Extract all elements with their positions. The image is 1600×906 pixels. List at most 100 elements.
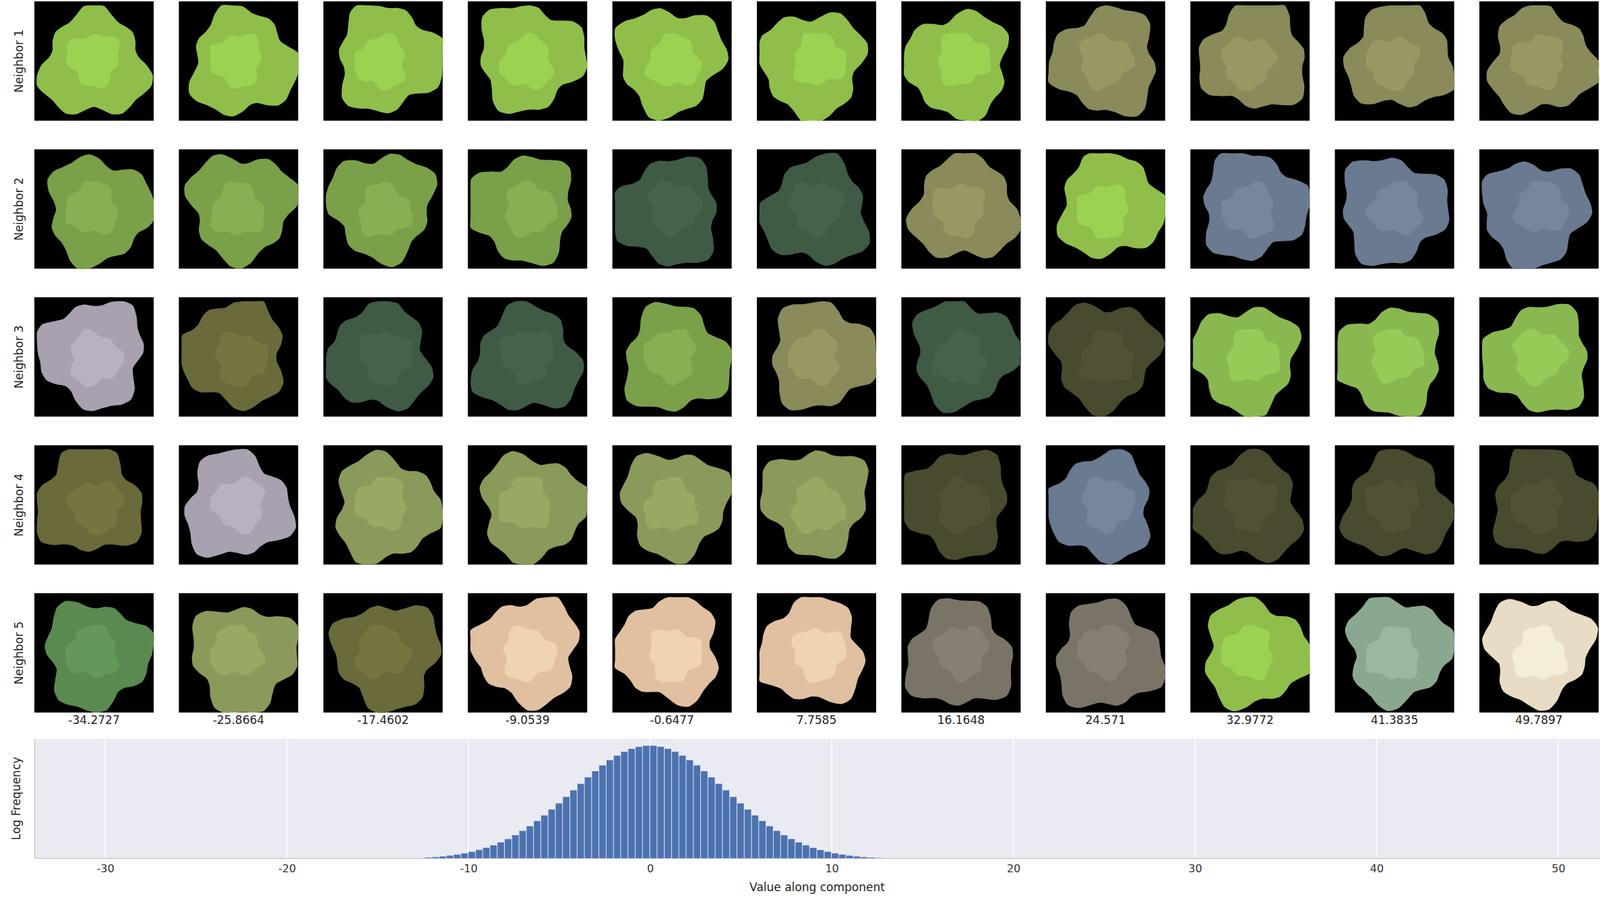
thumbnail-background [1479, 297, 1599, 417]
bar [751, 815, 759, 858]
thumbnail-patch [1482, 598, 1598, 711]
bar [606, 760, 614, 858]
x-tick: 40 [1370, 857, 1384, 875]
thumbnail-background [901, 593, 1021, 713]
thumbnail-background [178, 1, 298, 121]
y-axis [34, 739, 36, 859]
thumbnail-background [323, 149, 443, 269]
thumbnail [323, 1, 444, 121]
column-label: 49.7897 [1515, 713, 1563, 727]
thumbnail-detail [358, 331, 413, 385]
thumbnail [1335, 445, 1456, 565]
thumbnail [612, 593, 732, 713]
thumbnail [467, 593, 588, 713]
thumbnail [178, 593, 298, 713]
x-tick-label: 20 [1006, 862, 1021, 875]
thumbnail-background [467, 297, 588, 417]
thumbnail [756, 297, 877, 417]
row-label: Neighbor 4 [12, 473, 26, 537]
x-tick-label: 30 [1188, 862, 1202, 875]
thumbnail-detail [1221, 624, 1273, 681]
x-axis-title: Value along component [749, 880, 885, 894]
thumbnail-patch [903, 8, 1009, 121]
bar [875, 857, 883, 858]
bar [446, 855, 454, 858]
thumbnail-patch [325, 153, 437, 267]
thumbnail-detail [1365, 626, 1419, 680]
thumbnail-patch [614, 597, 720, 707]
plot-background [34, 738, 1600, 858]
thumbnail-patch [328, 605, 442, 714]
x-tick: 50 [1551, 857, 1565, 875]
grid-line [467, 738, 470, 858]
thumbnail-patch [339, 4, 444, 114]
x-tick-label: -20 [278, 862, 296, 875]
grid-line [1194, 738, 1196, 858]
bar [664, 748, 672, 858]
thumbnail-detail [504, 180, 558, 238]
bar [758, 820, 766, 858]
bar [562, 796, 570, 858]
thumbnail-background [34, 593, 154, 713]
thumbnail-patch [905, 152, 1022, 259]
bar [475, 849, 483, 858]
thumbnail-detail [503, 625, 558, 683]
thumbnail [467, 1, 588, 121]
thumbnail [1335, 297, 1455, 417]
x-tick: 30 [1188, 857, 1202, 875]
thumbnail-patch [1056, 152, 1166, 259]
thumbnail-grid: Neighbor 1Neighbor 2Neighbor 3Neighbor 4… [12, 1, 1600, 727]
thumbnail [178, 1, 299, 121]
thumbnail-patch [37, 301, 145, 412]
thumbnail-background [34, 445, 154, 565]
thumbnail-patch [1481, 161, 1592, 270]
bar [773, 831, 781, 858]
thumbnail [1190, 593, 1311, 713]
bar [533, 820, 541, 858]
thumbnail-detail [209, 476, 265, 535]
grid-line [1376, 738, 1378, 858]
thumbnail-patch [1339, 448, 1455, 557]
thumbnail-background [1479, 445, 1599, 565]
thumbnail-detail [70, 328, 125, 387]
thumbnail-patch [759, 12, 869, 122]
bar [432, 856, 439, 858]
thumbnail [901, 1, 1021, 121]
thumbnail-detail [209, 624, 265, 676]
thumbnail-background [467, 1, 588, 121]
bar [787, 839, 795, 858]
thumbnail-background [323, 445, 443, 565]
bar [570, 789, 577, 858]
thumbnail [323, 445, 443, 565]
bar [620, 751, 628, 858]
thumbnail-background [34, 149, 154, 269]
thumbnail-background [756, 445, 877, 565]
thumbnail-background [1190, 1, 1310, 121]
thumbnail-detail [643, 477, 699, 532]
thumbnail [901, 297, 1022, 417]
thumbnail-detail [1511, 624, 1568, 680]
thumbnail-background [467, 593, 588, 713]
bar [483, 847, 490, 858]
bar [599, 764, 606, 858]
x-tick: 20 [1006, 857, 1021, 875]
bar [526, 826, 534, 858]
thumbnail [756, 593, 877, 713]
thumbnail-patch [1492, 448, 1599, 555]
bar [831, 853, 839, 858]
thumbnail [34, 593, 155, 713]
bar [824, 851, 832, 858]
thumbnail [612, 1, 732, 121]
thumbnail-background [1335, 593, 1455, 713]
bar [729, 796, 737, 858]
bar [628, 748, 635, 858]
thumbnail-background [612, 297, 732, 417]
thumbnail [178, 149, 299, 269]
thumbnail-background [1045, 593, 1166, 713]
bar [585, 777, 592, 858]
thumbnail-patch [903, 449, 1007, 560]
row-label: Neighbor 5 [12, 621, 26, 685]
thumbnail-patch [614, 8, 729, 121]
column-label: 32.9772 [1226, 713, 1274, 727]
bar [708, 777, 716, 858]
